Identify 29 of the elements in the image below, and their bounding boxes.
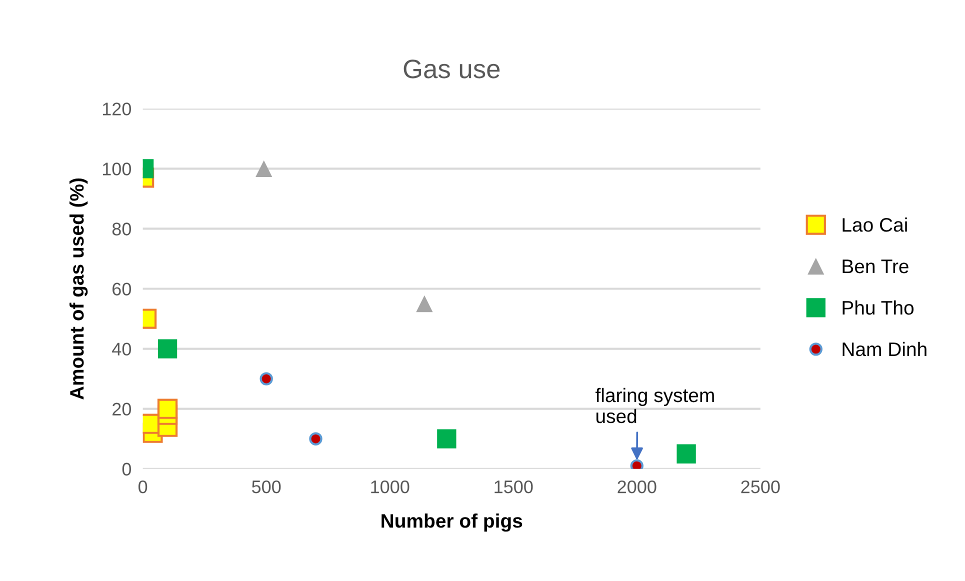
legend-label: Phu Tho xyxy=(842,300,914,315)
point xyxy=(416,295,433,312)
y-tick-label: 100 xyxy=(102,162,132,176)
legend-label: Ben Tre xyxy=(842,260,908,274)
x-tick-label: 0 xyxy=(138,480,148,494)
point xyxy=(256,160,272,178)
x-tick-label: 1000 xyxy=(371,480,410,494)
y-tick-label: 0 xyxy=(122,462,132,476)
annotation: flaring system used xyxy=(596,388,714,424)
y-tick-label: 80 xyxy=(112,222,132,236)
point xyxy=(157,398,178,419)
legend-label: Nam Dinh xyxy=(842,342,926,356)
chart-title: Gas use xyxy=(404,60,500,78)
x-axis-title: Number of pigs xyxy=(382,513,522,532)
point xyxy=(437,429,456,448)
legend-label: Lao Cai xyxy=(842,218,907,232)
y-tick-label: 20 xyxy=(112,402,132,416)
point xyxy=(260,372,273,386)
y-tick-label: 60 xyxy=(112,282,132,296)
point xyxy=(676,444,696,464)
x-tick-label: 500 xyxy=(252,480,281,494)
x-tick-label: 2500 xyxy=(741,480,780,494)
y-axis-title: Amount of gas used (%) xyxy=(69,178,88,400)
x-tick-label: 2000 xyxy=(618,480,656,494)
y-tick-label: 40 xyxy=(112,342,132,356)
y-tick-label: 120 xyxy=(102,102,132,116)
point xyxy=(309,432,322,446)
x-tick-label: 1500 xyxy=(494,480,533,494)
point xyxy=(158,339,178,358)
